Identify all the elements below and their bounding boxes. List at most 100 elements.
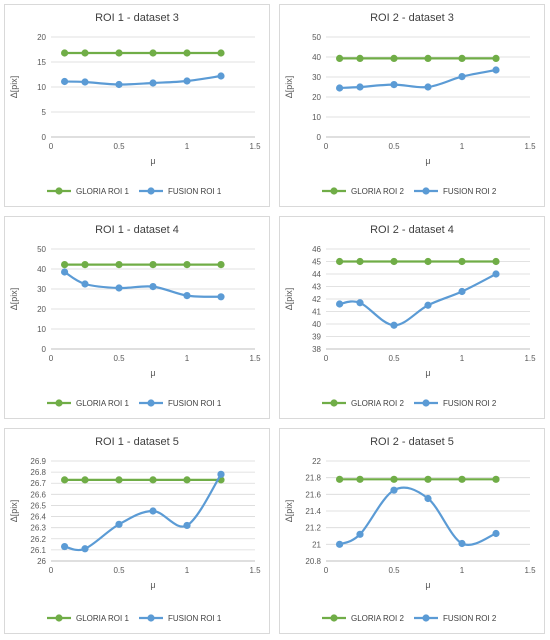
y-tick-label: 42 bbox=[312, 295, 321, 304]
chart-svg: ROI 1 - dataset 3 0 5 10 15 20 0 0.5 1 1.5 μ Δ[pix]… bbox=[9, 12, 261, 196]
y-tick-label: 38 bbox=[312, 345, 321, 354]
x-axis-label: μ bbox=[425, 368, 430, 378]
x-tick-label: 0.5 bbox=[388, 566, 400, 575]
data-point-gloria bbox=[81, 476, 89, 484]
chart-title: ROI 2 - dataset 4 bbox=[370, 224, 454, 236]
y-tick-label: 41 bbox=[312, 308, 321, 317]
data-point-gloria bbox=[356, 257, 364, 266]
legend-entry-gloria: GLORIA ROI 1 bbox=[47, 187, 129, 196]
legend-swatch-marker bbox=[55, 399, 63, 407]
data-point-gloria bbox=[217, 49, 225, 57]
chart-panel-roi1-dataset5: ROI 1 - dataset 5 26 26.1 26.2 26.3 26.4 26.5 2… bbox=[4, 428, 270, 634]
y-tick-label: 20 bbox=[312, 93, 321, 102]
y-tick-label: 26.6 bbox=[30, 490, 46, 499]
data-point-gloria bbox=[115, 49, 123, 57]
data-point-gloria bbox=[356, 54, 364, 63]
chart-title: ROI 1 - dataset 3 bbox=[95, 12, 179, 24]
y-tick-label: 15 bbox=[37, 58, 46, 67]
data-point-gloria bbox=[115, 476, 123, 484]
x-tick-label: 0 bbox=[49, 142, 54, 151]
data-point-gloria bbox=[183, 261, 191, 269]
data-point-gloria bbox=[424, 54, 432, 63]
data-point-gloria bbox=[149, 261, 157, 269]
y-tick-label: 21.8 bbox=[305, 474, 321, 483]
y-tick-label: 40 bbox=[312, 53, 321, 62]
y-tick-label: 43 bbox=[312, 283, 321, 292]
data-point-fusion bbox=[458, 539, 466, 548]
legend-swatch-marker bbox=[147, 187, 155, 195]
y-tick-label: 40 bbox=[37, 265, 46, 274]
y-tick-label: 26.1 bbox=[30, 546, 46, 555]
y-tick-label: 50 bbox=[37, 245, 46, 254]
data-point-fusion bbox=[61, 77, 69, 86]
y-tick-label: 39 bbox=[312, 333, 321, 342]
y-tick-label: 30 bbox=[37, 285, 46, 294]
y-axis-label: Δ[pix] bbox=[9, 500, 19, 523]
data-point-fusion bbox=[492, 270, 500, 278]
legend-label: GLORIA ROI 1 bbox=[76, 614, 129, 623]
x-tick-label: 0 bbox=[324, 142, 329, 151]
chart-title: ROI 2 - dataset 5 bbox=[370, 436, 454, 448]
data-point-fusion bbox=[115, 284, 123, 292]
data-point-gloria bbox=[390, 475, 398, 483]
data-point-fusion bbox=[115, 80, 123, 89]
y-tick-label: 0 bbox=[42, 133, 47, 142]
chart-svg: ROI 2 - dataset 5 20.8 21 21.2 21.4 21.6 21.8 2… bbox=[284, 436, 536, 623]
y-tick-label: 26.7 bbox=[30, 479, 46, 488]
y-tick-label: 10 bbox=[312, 113, 321, 122]
x-tick-label: 1.5 bbox=[524, 354, 536, 363]
data-point-fusion bbox=[81, 78, 89, 86]
legend-label: FUSION ROI 1 bbox=[168, 399, 222, 408]
y-tick-label: 26.3 bbox=[30, 524, 46, 533]
x-tick-label: 1.5 bbox=[524, 142, 536, 151]
data-point-gloria bbox=[183, 49, 191, 57]
data-point-gloria bbox=[61, 261, 69, 269]
chart-title: ROI 2 - dataset 3 bbox=[370, 12, 454, 24]
data-point-gloria bbox=[356, 475, 364, 483]
y-tick-label: 26.9 bbox=[30, 457, 46, 466]
chart-panel-roi2-dataset4: ROI 2 - dataset 4 38 39 40 41 42 43 44 45 46 0 0.5 1… bbox=[279, 216, 545, 419]
x-tick-label: 1.5 bbox=[524, 566, 536, 575]
data-point-fusion bbox=[149, 507, 157, 515]
data-point-fusion bbox=[217, 293, 225, 301]
data-point-gloria bbox=[183, 476, 191, 484]
y-tick-label: 20.8 bbox=[305, 557, 321, 566]
data-point-fusion bbox=[492, 529, 500, 538]
legend-label: GLORIA ROI 1 bbox=[76, 187, 129, 196]
data-point-gloria bbox=[390, 257, 398, 266]
x-axis-label: μ bbox=[150, 580, 155, 590]
data-point-fusion bbox=[424, 83, 432, 91]
data-point-gloria bbox=[492, 54, 500, 63]
data-point-gloria bbox=[336, 257, 344, 266]
legend-label: GLORIA ROI 2 bbox=[351, 399, 404, 408]
y-axis-label: Δ[pix] bbox=[284, 76, 294, 99]
x-tick-label: 0.5 bbox=[388, 354, 400, 363]
x-axis-label: μ bbox=[150, 156, 155, 166]
data-point-gloria bbox=[149, 49, 157, 57]
data-point-fusion bbox=[183, 521, 191, 530]
legend-swatch-marker bbox=[422, 399, 430, 407]
y-tick-label: 26 bbox=[37, 557, 46, 566]
x-tick-label: 1 bbox=[185, 142, 190, 151]
x-tick-label: 0.5 bbox=[388, 142, 400, 151]
chart-svg: ROI 2 - dataset 3 0 10 20 30 40 50 0 0.5 1 1.5 μ Δ[p… bbox=[284, 12, 536, 196]
y-tick-label: 26.8 bbox=[30, 468, 46, 477]
legend-swatch-marker bbox=[422, 187, 430, 195]
legend-swatch-marker bbox=[147, 614, 155, 622]
x-axis-label: μ bbox=[425, 156, 430, 166]
y-tick-label: 21.6 bbox=[305, 490, 321, 499]
y-axis-label: Δ[pix] bbox=[284, 500, 294, 523]
legend-entry-gloria: GLORIA ROI 2 bbox=[322, 399, 404, 408]
data-point-gloria bbox=[458, 475, 466, 483]
legend-swatch-marker bbox=[330, 614, 338, 622]
data-point-gloria bbox=[458, 54, 466, 63]
legend-label: FUSION ROI 2 bbox=[443, 187, 497, 196]
y-tick-label: 10 bbox=[37, 83, 46, 92]
data-point-fusion bbox=[390, 321, 398, 329]
data-point-fusion bbox=[336, 300, 344, 308]
chart-svg: ROI 1 - dataset 4 0 10 20 30 40 50 0 0.5 1 1.5 μ Δ[p… bbox=[9, 224, 261, 408]
data-point-fusion bbox=[115, 520, 123, 528]
y-tick-label: 5 bbox=[42, 108, 47, 117]
data-point-gloria bbox=[115, 261, 123, 269]
legend-entry-fusion: FUSION ROI 1 bbox=[139, 399, 222, 408]
